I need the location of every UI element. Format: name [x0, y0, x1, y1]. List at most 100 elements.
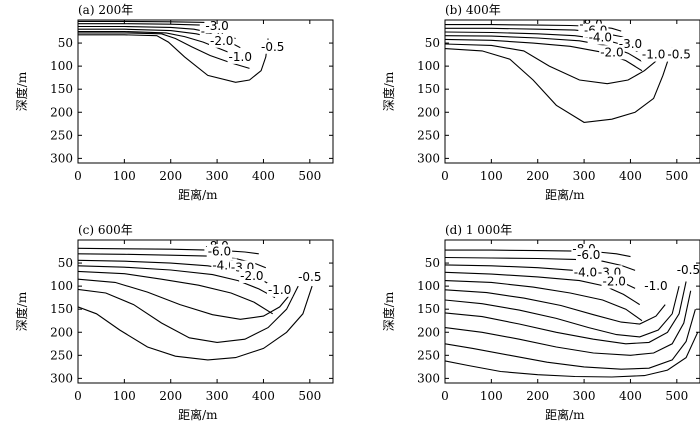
contour-label: -2.0 — [240, 269, 263, 283]
contour-label: -2.0 — [600, 45, 623, 59]
panel-2: (c) 600年-8.0-6.0-4.0-3.0-2.0-1.0-0.50100… — [14, 223, 334, 422]
x-tick-label: 500 — [665, 389, 688, 403]
y-tick-label: 150 — [417, 302, 440, 316]
contour-label: -6.0 — [577, 248, 600, 262]
x-axis-label: 距离/m — [545, 187, 585, 202]
contour-label: -0.5 — [298, 270, 321, 284]
y-axis-label: 深度/m — [381, 71, 396, 111]
contour-line — [78, 34, 269, 83]
x-tick-label: 400 — [252, 169, 275, 183]
contour-line — [445, 280, 643, 322]
y-tick-label: 150 — [417, 82, 440, 96]
y-axis-label: 深度/m — [381, 291, 396, 331]
x-tick-label: 100 — [480, 389, 503, 403]
contour-line — [445, 290, 692, 356]
x-tick-label: 400 — [252, 389, 275, 403]
y-axis-label: 深度/m — [14, 291, 29, 331]
y-tick-label: 100 — [417, 279, 440, 293]
y-tick-label: 300 — [417, 151, 440, 165]
plot-frame — [77, 19, 334, 164]
contour-group — [445, 24, 673, 123]
contour-line — [445, 24, 622, 32]
panel-0: (a) 200年-4.0-3.0-2.0-1.0-0.5010020030040… — [14, 3, 334, 202]
contour-label: -0.5 — [677, 263, 700, 277]
x-axis-label: 距离/m — [545, 407, 585, 422]
panel-title: (b) 400年 — [445, 3, 501, 17]
contour-label: -4.0 — [589, 31, 612, 45]
contour-line — [445, 309, 696, 370]
contour-label: -2.0 — [603, 275, 626, 289]
contour-group — [445, 249, 699, 378]
contour-line — [78, 278, 292, 320]
panel-title: (a) 200年 — [78, 3, 133, 17]
x-tick-label: 500 — [298, 169, 321, 183]
y-tick-label: 250 — [417, 348, 440, 362]
contour-line — [78, 265, 276, 299]
x-tick-label: 500 — [298, 389, 321, 403]
contour-line — [78, 285, 313, 361]
contour-line — [445, 38, 643, 72]
y-tick-label: 100 — [50, 59, 73, 73]
y-tick-label: 200 — [417, 325, 440, 339]
y-tick-label: 250 — [50, 348, 73, 362]
panel-title: (d) 1 000年 — [445, 223, 512, 237]
y-tick-label: 200 — [50, 325, 73, 339]
x-tick-label: 200 — [159, 389, 182, 403]
contour-line — [445, 271, 640, 306]
x-tick-label: 500 — [665, 169, 688, 183]
contour-label: -4.0 — [574, 265, 597, 279]
x-tick-label: 100 — [113, 389, 136, 403]
x-tick-label: 200 — [526, 389, 549, 403]
y-tick-label: 250 — [50, 128, 73, 142]
x-tick-label: 100 — [113, 169, 136, 183]
contour-line — [445, 249, 631, 258]
contour-group — [78, 247, 313, 361]
plot-frame — [444, 239, 700, 384]
x-tick-label: 300 — [206, 389, 229, 403]
contour-line — [445, 285, 680, 338]
plot-frame — [77, 239, 334, 384]
contour-line — [78, 32, 250, 69]
x-tick-label: 300 — [573, 169, 596, 183]
contour-label: -3.0 — [205, 19, 228, 33]
y-tick-label: 50 — [425, 256, 440, 270]
contour-line — [445, 27, 633, 42]
x-tick-label: 200 — [159, 169, 182, 183]
contour-line — [445, 35, 643, 62]
x-tick-label: 300 — [206, 169, 229, 183]
x-tick-label: 300 — [573, 389, 596, 403]
y-tick-label: 50 — [425, 36, 440, 50]
y-tick-label: 100 — [50, 279, 73, 293]
contour-label: -2.0 — [210, 34, 233, 48]
x-tick-label: 100 — [480, 169, 503, 183]
contour-line — [445, 281, 687, 345]
contour-line — [445, 43, 659, 85]
x-tick-label: 0 — [441, 169, 449, 183]
contour-group — [78, 20, 269, 83]
y-axis-label: 深度/m — [14, 71, 29, 111]
y-tick-label: 100 — [417, 59, 440, 73]
x-tick-label: 0 — [74, 169, 82, 183]
panel-3: (d) 1 000年-8.0-6.0-4.0-3.0-2.0-1.0-0.501… — [381, 223, 700, 422]
y-tick-label: 300 — [50, 151, 73, 165]
contour-line — [445, 289, 666, 325]
contour-label: -1.0 — [268, 283, 291, 297]
y-tick-label: 300 — [50, 371, 73, 385]
panel-title: (c) 600年 — [78, 223, 133, 237]
contour-label: -1.0 — [229, 50, 252, 64]
contour-label: -0.5 — [667, 48, 690, 62]
x-axis-label: 距离/m — [178, 187, 218, 202]
x-axis-label: 距离/m — [178, 407, 218, 422]
contour-label: -1.0 — [642, 48, 665, 62]
contour-line — [78, 20, 218, 24]
x-tick-label: 400 — [619, 169, 642, 183]
y-tick-label: 200 — [50, 105, 73, 119]
x-tick-label: 200 — [526, 169, 549, 183]
x-tick-label: 400 — [619, 389, 642, 403]
y-tick-label: 50 — [58, 256, 73, 270]
x-tick-label: 0 — [74, 389, 82, 403]
y-tick-label: 50 — [58, 36, 73, 50]
x-tick-label: 0 — [441, 389, 449, 403]
contour-label: -1.0 — [644, 279, 667, 293]
